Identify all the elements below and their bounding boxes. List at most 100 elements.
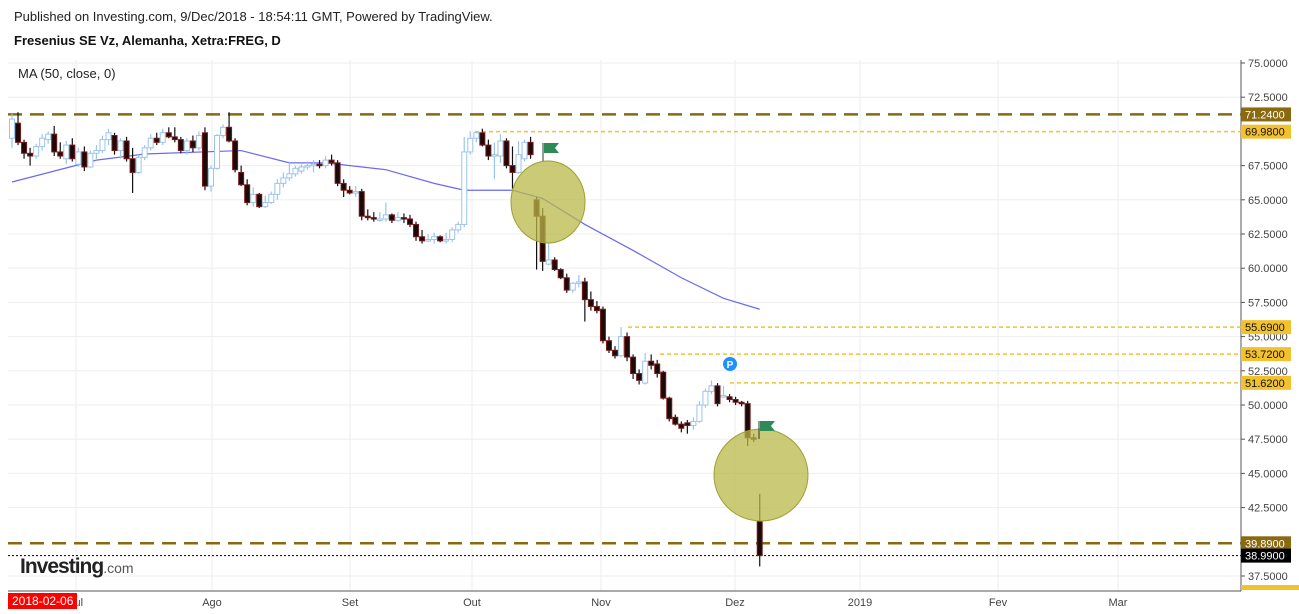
indicator-legend[interactable]: MA (50, close, 0) <box>18 66 116 81</box>
level-price-label: 39.8900 <box>1245 538 1285 550</box>
candle-body <box>147 137 154 149</box>
candle-body <box>479 132 486 146</box>
price-tick-label: 47.5000 <box>1248 434 1288 446</box>
level-price-badge <box>1241 107 1291 122</box>
candle <box>171 127 178 143</box>
candle <box>298 164 305 174</box>
candle <box>262 195 269 209</box>
candle-body <box>286 173 293 179</box>
price-tick-label: 67.5000 <box>1248 161 1288 173</box>
time-tick-label: 2019 <box>848 597 872 609</box>
candle-body <box>15 122 22 143</box>
highlight-ellipse <box>510 160 586 244</box>
level-price-badge <box>1241 536 1291 551</box>
candle <box>183 138 190 155</box>
candle-body <box>171 136 178 141</box>
candle <box>726 394 733 403</box>
candle-body <box>27 152 34 157</box>
candle-body <box>455 223 462 231</box>
time-tick-label: Dez <box>725 597 745 609</box>
candle-body <box>183 140 190 152</box>
candle <box>406 214 413 228</box>
candle-body <box>298 166 305 172</box>
candle <box>21 139 28 159</box>
level-price-badge <box>1241 320 1291 335</box>
level-price-label: 69.9800 <box>1245 127 1285 139</box>
candle <box>630 354 637 380</box>
candle-body <box>81 151 88 168</box>
candle-body <box>39 137 46 147</box>
candle <box>696 400 703 423</box>
candle-body <box>214 135 221 169</box>
candle-body <box>599 308 606 342</box>
candle <box>708 380 715 395</box>
candle-body <box>262 202 269 208</box>
candle <box>177 136 184 154</box>
candle-body <box>153 137 160 143</box>
candle <box>569 281 576 293</box>
candle <box>111 132 118 155</box>
candle-body <box>45 133 52 141</box>
candle-body <box>75 151 82 165</box>
price-tick-label: 62.5000 <box>1248 229 1288 241</box>
candle-body <box>575 281 582 284</box>
candle-body <box>630 356 637 375</box>
flag-icon <box>760 421 775 431</box>
price-tick-label: 57.5000 <box>1248 297 1288 309</box>
candle-body <box>334 162 341 184</box>
candle-body <box>87 152 94 168</box>
candle <box>642 353 649 385</box>
candle <box>443 232 450 244</box>
candle-body <box>437 236 444 242</box>
candle-body <box>425 238 432 242</box>
candle <box>636 369 643 385</box>
candle <box>654 359 661 378</box>
candle-body <box>678 423 685 429</box>
candle <box>81 146 88 172</box>
candle <box>437 235 444 243</box>
candle-body <box>292 167 299 175</box>
candle <box>292 165 299 177</box>
candle <box>27 147 34 166</box>
candle-body <box>738 401 745 405</box>
candle-body <box>702 390 709 406</box>
candle <box>618 327 625 358</box>
candle <box>33 143 40 159</box>
candle-body <box>189 140 196 149</box>
candle-body <box>431 236 438 240</box>
candle-body <box>527 141 534 156</box>
candle <box>189 135 196 152</box>
price-tick-label: 65.0000 <box>1248 195 1288 207</box>
candle-body <box>51 133 58 153</box>
flag-icon <box>544 143 559 153</box>
candle <box>449 227 456 243</box>
candle-body <box>413 223 420 238</box>
candle <box>672 414 679 426</box>
candle <box>431 232 438 244</box>
candle-body <box>714 385 721 405</box>
candle <box>720 385 727 399</box>
p-marker-label: P <box>727 360 734 371</box>
candle <box>612 346 618 359</box>
candle-body <box>690 420 697 427</box>
candle <box>268 191 275 204</box>
candle-body <box>57 151 64 157</box>
candle-body <box>21 141 28 154</box>
candle-body <box>358 191 365 217</box>
candle-body <box>569 282 576 291</box>
candle-body <box>756 520 763 557</box>
candle-body <box>485 144 492 157</box>
price-tick-label: 37.5000 <box>1248 571 1288 583</box>
candle-body <box>551 259 558 271</box>
candle-body <box>352 191 359 194</box>
candle-body <box>364 215 371 219</box>
candle-body <box>624 336 631 358</box>
candle <box>63 140 70 165</box>
candle-body <box>111 135 118 152</box>
candle-body <box>280 177 287 184</box>
candle-body <box>304 165 311 168</box>
candle-body <box>581 281 588 301</box>
candle <box>141 145 148 161</box>
candle <box>39 134 46 151</box>
